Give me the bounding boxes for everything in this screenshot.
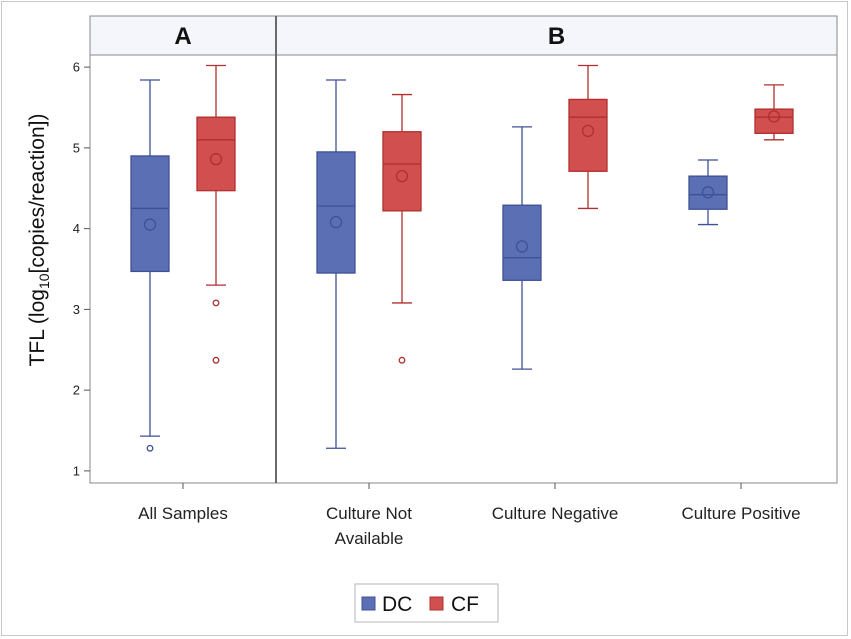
box-dc: [130, 79, 170, 452]
box-cf: [568, 64, 608, 210]
outlier-point: [398, 356, 406, 364]
box-dc: [502, 126, 542, 370]
y-axis: 1 2 3 4 5 6: [73, 60, 90, 478]
box-body: [688, 175, 728, 210]
x-tick-label: Culture Negative: [492, 504, 619, 523]
box-cf: [382, 93, 422, 364]
box-dc: [688, 159, 728, 226]
outlier-point: [212, 356, 220, 364]
outlier-point: [146, 444, 154, 452]
mean-marker: [701, 186, 715, 199]
y-tick-label: 5: [73, 140, 80, 155]
mean-marker: [329, 216, 343, 229]
y-tick-label: 4: [73, 221, 80, 236]
legend-label-dc: DC: [382, 593, 412, 616]
mean-marker: [581, 124, 595, 138]
y-axis-title-subscript: 10: [36, 273, 52, 289]
y-axis-title: TFL (log10[copies/reaction]): [26, 114, 52, 367]
mean-marker: [209, 153, 223, 166]
y-tick-label: 1: [73, 463, 80, 478]
panel-b-label: B: [548, 23, 565, 50]
legend-box: [354, 583, 499, 623]
outlier-point: [212, 299, 220, 307]
panel-a-label: A: [174, 23, 191, 50]
box-cf: [196, 64, 236, 364]
box-body: [130, 155, 170, 273]
y-axis-title-suffix: [copies/reaction]): [26, 114, 49, 274]
mean-marker: [515, 240, 529, 253]
x-tick-label: Available: [335, 529, 404, 548]
x-tick-label: Culture Not: [326, 504, 412, 523]
box-body: [754, 108, 794, 134]
y-tick-label: 3: [73, 302, 80, 317]
legend-swatch-cf: [429, 596, 444, 611]
box-body: [382, 131, 422, 212]
y-tick-label: 6: [73, 60, 80, 75]
box-body: [502, 204, 542, 281]
panel-b-header: [275, 15, 838, 56]
box-body: [316, 151, 356, 274]
box-dc: [316, 79, 356, 449]
x-tick-label: All Samples: [138, 504, 228, 523]
legend-label-cf: CF: [451, 593, 479, 616]
y-axis-title-prefix: TFL (log: [26, 289, 49, 366]
box-body: [568, 98, 608, 172]
mean-marker: [143, 218, 157, 231]
mean-marker: [395, 169, 409, 183]
box-cf: [754, 84, 794, 141]
mean-marker: [767, 110, 781, 123]
legend-swatch-dc: [361, 596, 376, 611]
x-tick-label: Culture Positive: [681, 504, 800, 523]
legend: DC CF: [354, 583, 499, 623]
box-series: [130, 64, 794, 452]
y-tick-label: 2: [73, 383, 80, 398]
x-axis: All Samples Culture Not Available Culture N…: [138, 483, 801, 548]
